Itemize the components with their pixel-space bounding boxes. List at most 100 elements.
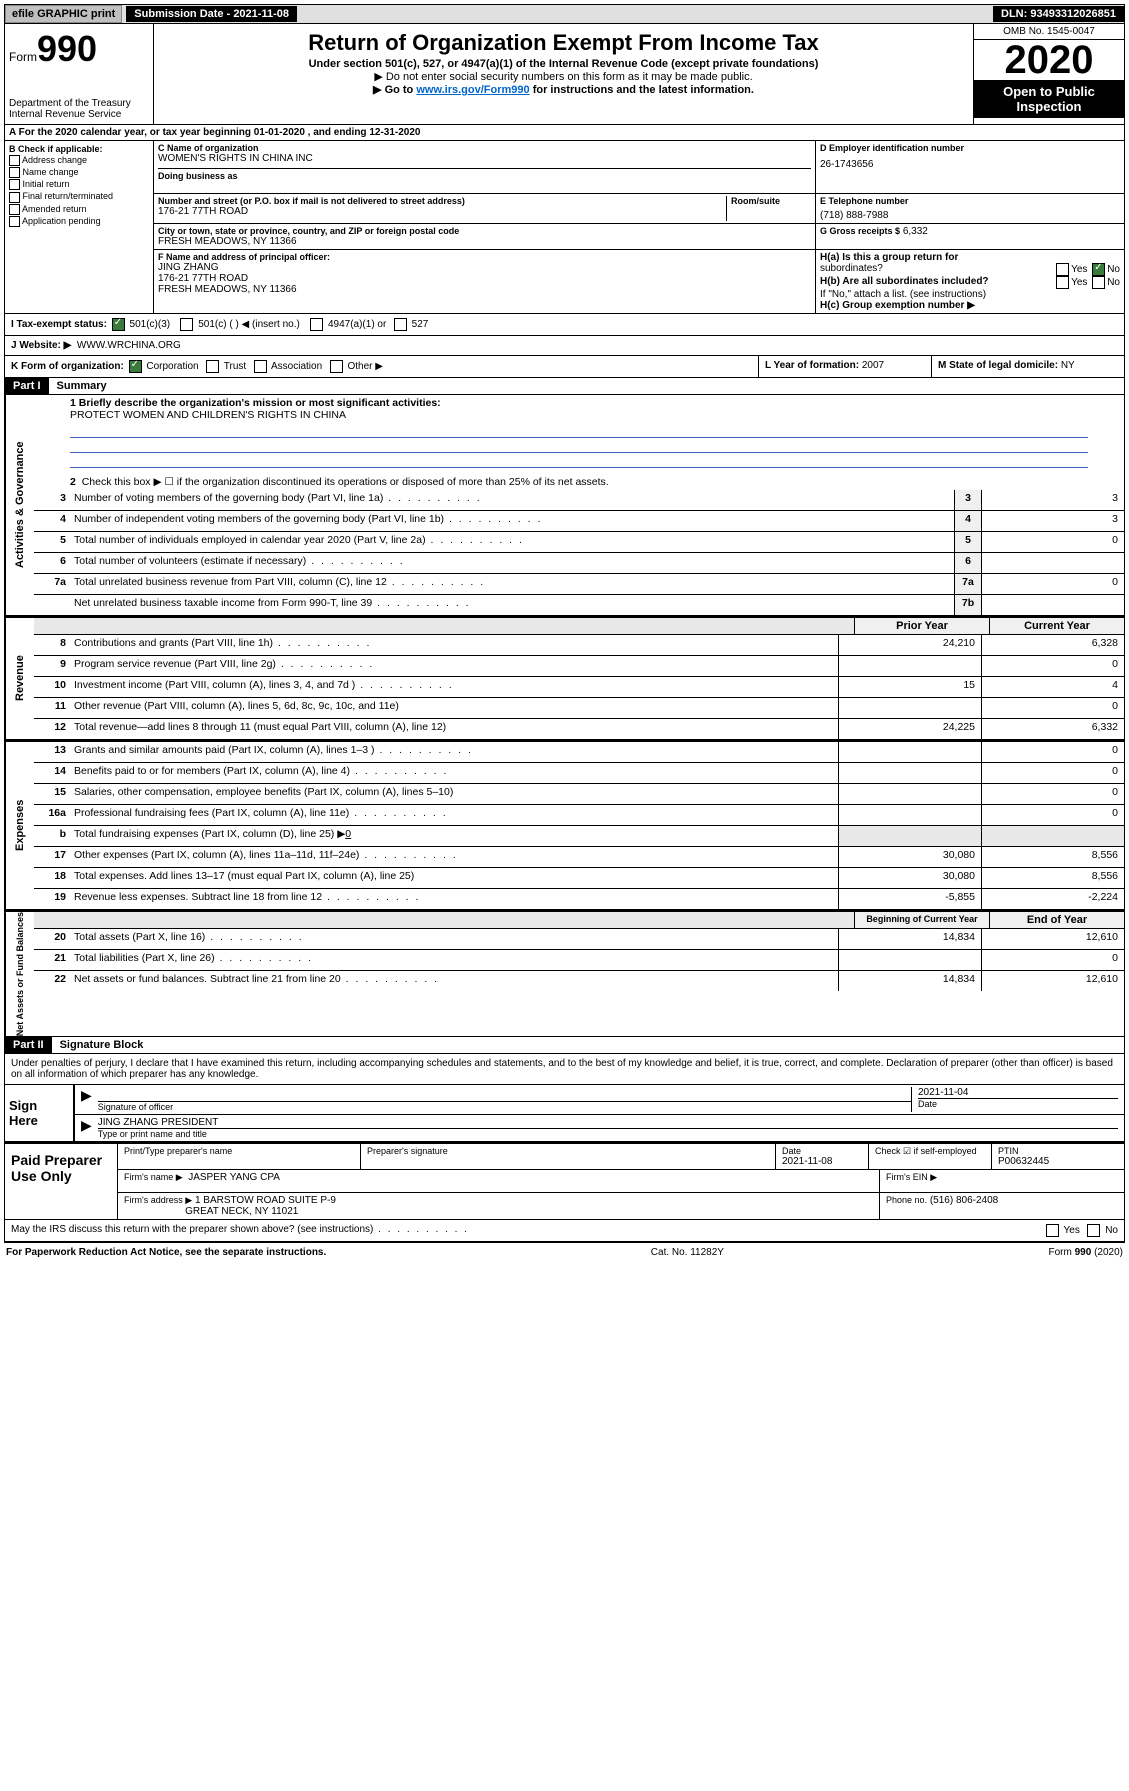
line-a: A For the 2020 calendar year, or tax yea… [4,125,1125,141]
efile-print-button[interactable]: efile GRAPHIC print [5,5,122,23]
line1-label: 1 Briefly describe the organization's mi… [70,397,441,409]
ha-label: H(a) Is this a group return for [820,252,958,263]
line19-text: Revenue less expenses. Subtract line 18 … [70,889,838,909]
subtitle-3: ▶ Go to www.irs.gov/Form990 for instruct… [158,83,969,96]
line10-prior: 15 [838,677,981,697]
f-officer-label: F Name and address of principal officer: [158,252,811,262]
tab-revenue: Revenue [5,618,34,739]
checkbox-527[interactable] [394,318,407,331]
ein-value: 26-1743656 [820,159,1120,170]
arrow-icon-2: ▶ [81,1117,98,1139]
line14-text: Benefits paid to or for members (Part IX… [70,763,838,783]
line12-current: 6,332 [981,719,1124,739]
irs-label: Internal Revenue Service [9,109,149,120]
mission-text: PROTECT WOMEN AND CHILDREN'S RIGHTS IN C… [70,409,346,421]
d-ein-label: D Employer identification number [820,143,1120,153]
instructions-link[interactable]: www.irs.gov/Form990 [416,84,529,96]
checkbox-association[interactable] [254,360,267,373]
form-title: Return of Organization Exempt From Incom… [158,30,969,56]
mission-line1 [70,425,1088,438]
state-domicile: NY [1061,360,1075,371]
k-label: K Form of organization: [11,361,124,372]
checkbox-amended-return[interactable] [9,204,20,215]
checkbox-address-change[interactable] [9,155,20,166]
end-year-header: End of Year [989,912,1124,928]
address-label: Number and street (or P.O. box if mail i… [158,196,726,206]
line17-text: Other expenses (Part IX, column (A), lin… [70,847,838,867]
line18-current: 8,556 [981,868,1124,888]
line15-current: 0 [981,784,1124,804]
phone-label: Phone no. [886,1195,927,1205]
line6-value [981,553,1124,573]
preparer-sig-label: Preparer's signature [367,1146,769,1156]
footer-left: For Paperwork Reduction Act Notice, see … [6,1247,326,1258]
hc-label: H(c) Group exemption number ▶ [820,300,1120,311]
checkbox-ha-no[interactable] [1092,263,1105,276]
sign-here-label: Sign Here [5,1085,73,1141]
line7a-value: 0 [981,574,1124,594]
checkbox-trust[interactable] [206,360,219,373]
line13-prior [838,742,981,762]
checkbox-501c[interactable] [180,318,193,331]
line20-current: 12,610 [981,929,1124,949]
ptin-value: P00632445 [998,1156,1118,1167]
submission-date: Submission Date - 2021-11-08 [126,6,297,22]
subtitle-1: Under section 501(c), 527, or 4947(a)(1)… [158,58,969,70]
line19-current: -2,224 [981,889,1124,909]
mission-line3 [70,455,1088,468]
checkbox-hb-no[interactable] [1092,276,1105,289]
officer-addr1: 176-21 77TH ROAD [158,273,811,284]
e-telephone-label: E Telephone number [820,196,1120,206]
website-value: WWW.WRCHINA.ORG [77,340,181,351]
line13-text: Grants and similar amounts paid (Part IX… [70,742,838,762]
j-label: J Website: ▶ [11,340,71,351]
line6-text: Total number of volunteers (estimate if … [70,553,954,573]
line15-prior [838,784,981,804]
checkbox-discuss-no[interactable] [1087,1224,1100,1237]
checkbox-final-return[interactable] [9,192,20,203]
line11-text: Other revenue (Part VIII, column (A), li… [70,698,838,718]
part2-title: Signature Block [52,1037,152,1053]
footer-right: Form 990 (2020) [1049,1247,1123,1258]
line10-text: Investment income (Part VIII, column (A)… [70,677,838,697]
checkbox-hb-yes[interactable] [1056,276,1069,289]
b-header: B Check if applicable: [9,144,149,154]
prior-year-header: Prior Year [854,618,989,634]
room-suite-label: Room/suite [731,196,811,206]
mission-line2 [70,440,1088,453]
checkbox-initial-return[interactable] [9,179,20,190]
checkbox-other[interactable] [330,360,343,373]
line12-text: Total revenue—add lines 8 through 11 (mu… [70,719,838,739]
city-label: City or town, state or province, country… [158,226,811,236]
checkbox-discuss-yes[interactable] [1046,1224,1059,1237]
section-b-to-h: B Check if applicable: Address change Na… [4,141,1125,314]
org-name: WOMEN'S RIGHTS IN CHINA INC [158,153,811,164]
line21-prior [838,950,981,970]
checkbox-corporation[interactable] [129,360,142,373]
g-gross-receipts-label: G Gross receipts $ [820,226,900,236]
line5-value: 0 [981,532,1124,552]
checkbox-4947[interactable] [310,318,323,331]
dept-treasury: Department of the Treasury [9,98,149,109]
checkbox-501c3[interactable] [112,318,125,331]
part2-header-row: Part II Signature Block [4,1037,1125,1054]
preparer-date-value: 2021-11-08 [782,1156,862,1167]
checkbox-name-change[interactable] [9,167,20,178]
sig-date-value: 2021-11-04 [918,1087,1118,1098]
preparer-date-label: Date [782,1146,862,1156]
line8-text: Contributions and grants (Part VIII, lin… [70,635,838,655]
line20-text: Total assets (Part X, line 16) [70,929,838,949]
officer-name-title: JING ZHANG PRESIDENT [98,1117,1118,1128]
title-box: Return of Organization Exempt From Incom… [154,24,974,124]
summary-revenue: Revenue Prior YearCurrent Year 8Contribu… [4,616,1125,740]
tab-net-assets: Net Assets or Fund Balances [5,912,34,1036]
phone-value: (516) 806-2408 [930,1195,998,1206]
sig-date-label: Date [918,1098,1118,1109]
checkbox-ha-yes[interactable] [1056,263,1069,276]
m-label: M State of legal domicile: [938,360,1058,371]
line10-current: 4 [981,677,1124,697]
checkbox-application-pending[interactable] [9,216,20,227]
telephone-value: (718) 888-7988 [820,210,1120,221]
open-to-public: Open to PublicInspection [974,80,1124,118]
arrow-icon: ▶ [81,1087,98,1112]
